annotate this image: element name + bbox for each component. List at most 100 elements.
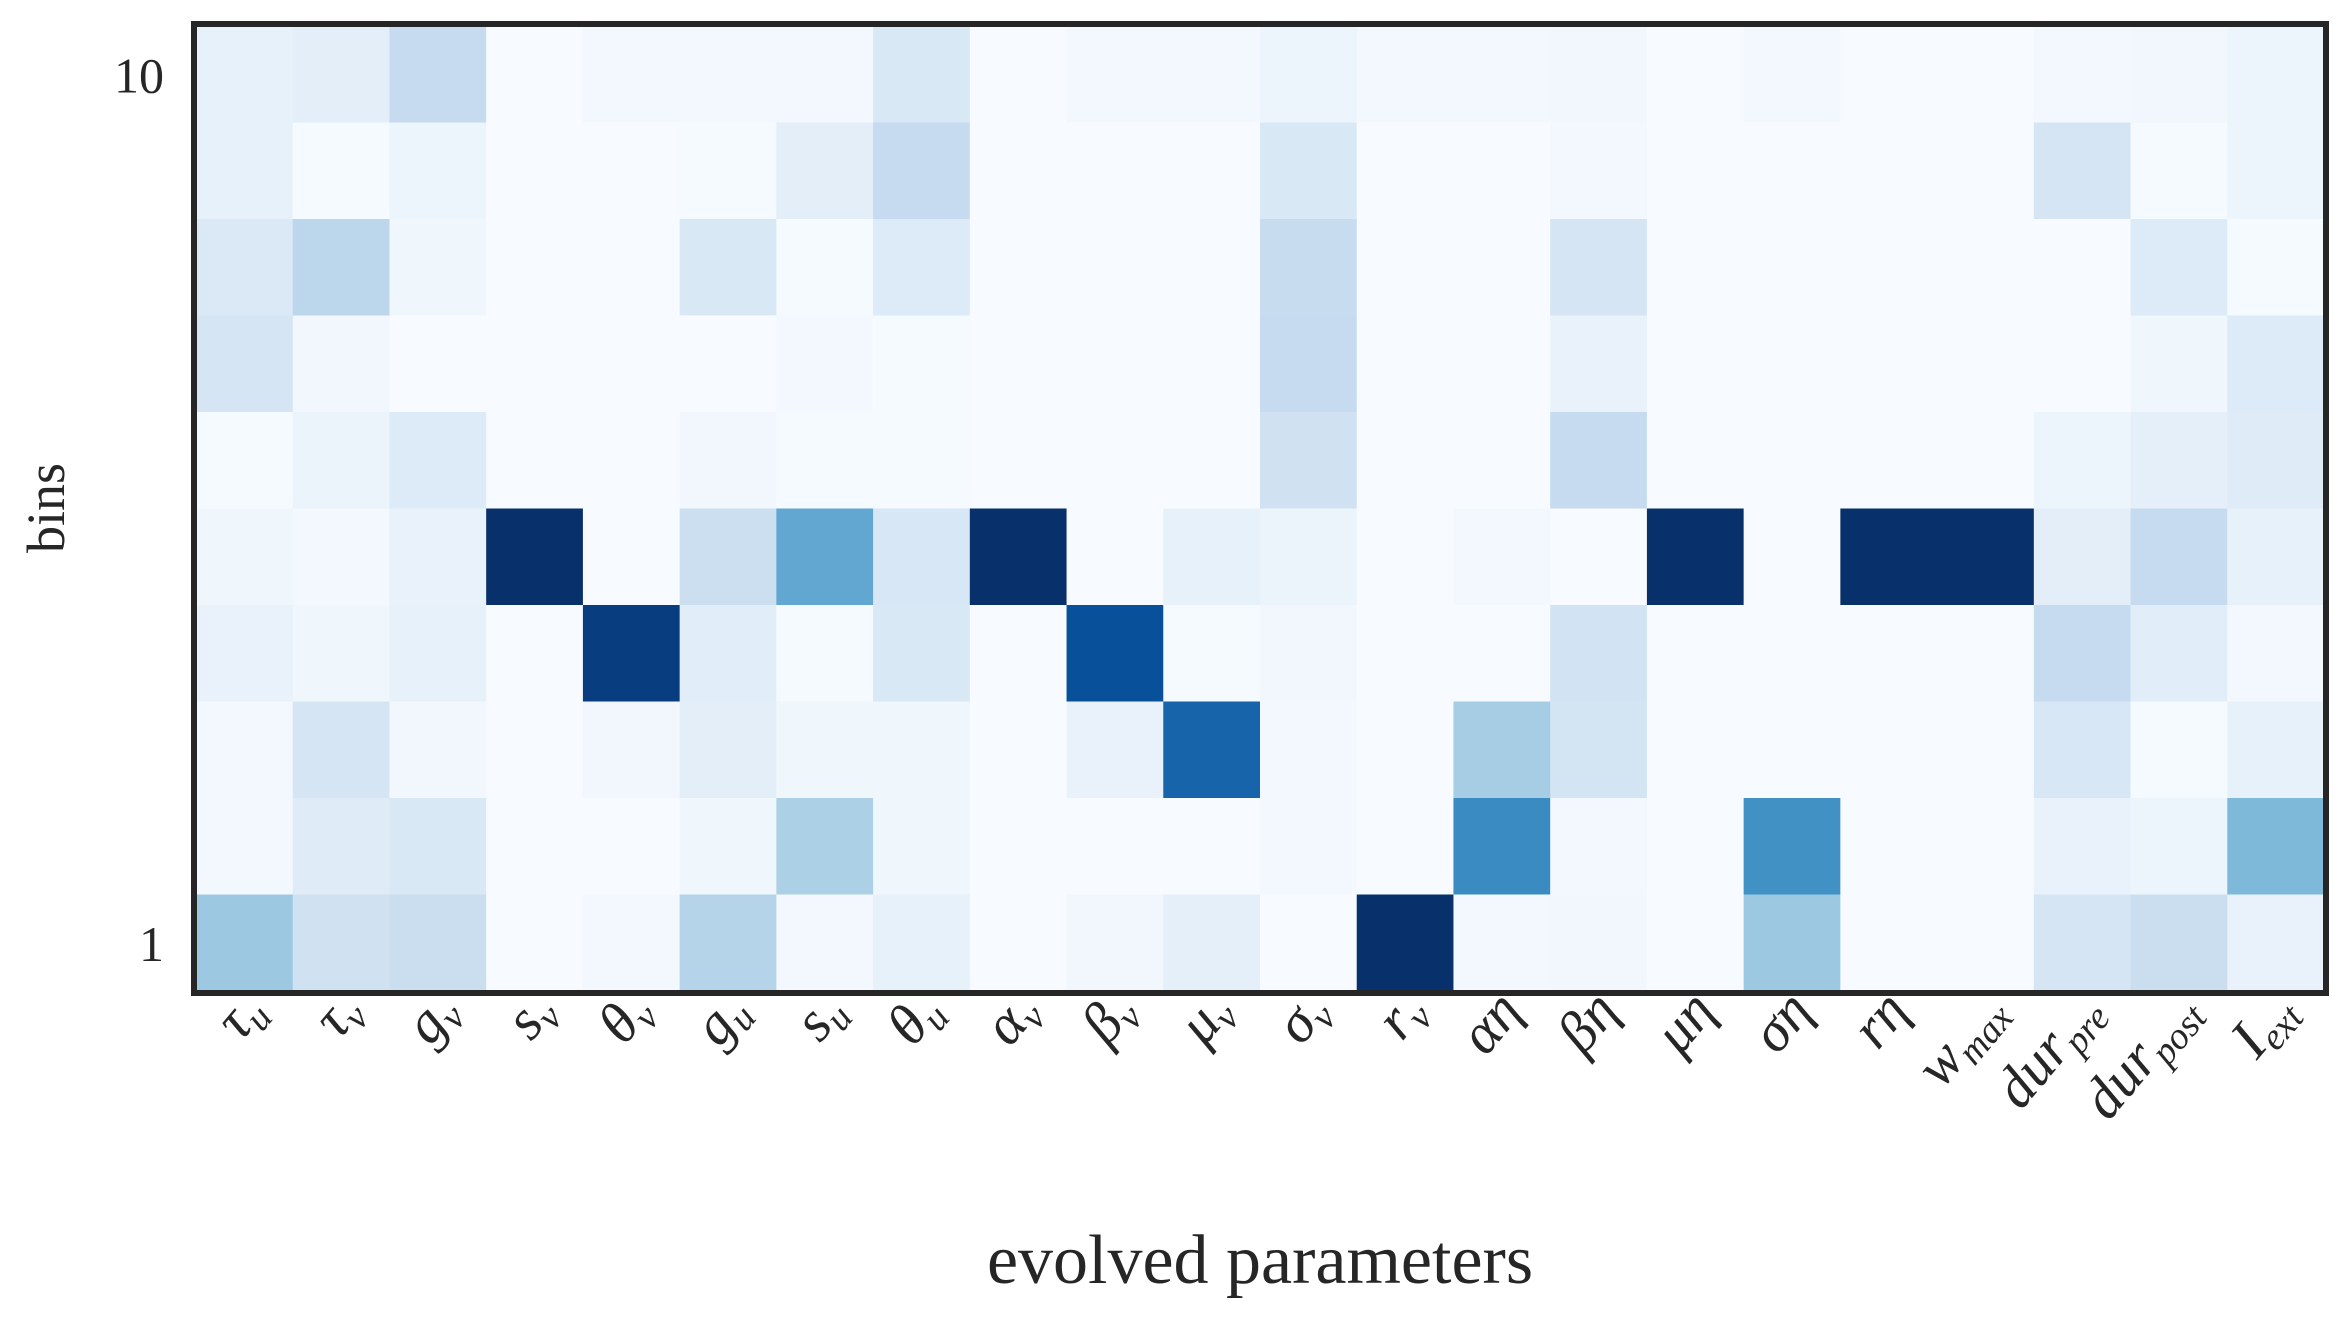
heatmap-cell — [679, 219, 777, 317]
heatmap-cell — [196, 605, 294, 703]
heatmap-cell — [1550, 219, 1648, 317]
heatmap-cell — [389, 26, 487, 124]
heatmap-cell — [1163, 315, 1261, 413]
heatmap-cell — [1356, 894, 1455, 992]
heatmap-cell — [1163, 894, 1261, 992]
heatmap-cell — [292, 315, 391, 413]
heatmap-cell — [679, 894, 777, 992]
heatmap-cell — [582, 122, 681, 220]
heatmap-cell — [1453, 122, 1551, 220]
heatmap-cell — [2130, 122, 2228, 220]
heatmap-cell — [969, 508, 1068, 606]
heatmap-cell — [873, 315, 971, 413]
heatmap-cell — [1646, 315, 1745, 413]
heatmap-cell — [1840, 412, 1938, 510]
plot-frame — [191, 21, 2329, 996]
heatmap-cell — [1356, 219, 1455, 317]
heatmap-cell — [1646, 508, 1745, 606]
heatmap-cell — [1840, 701, 1938, 799]
heatmap-cell — [2033, 508, 2132, 606]
heatmap-cell — [1937, 508, 2035, 606]
heatmap-cell — [679, 315, 777, 413]
heatmap-cell — [1550, 412, 1648, 510]
heatmap-cell — [2033, 219, 2132, 317]
heatmap-cell — [1646, 701, 1745, 799]
heatmap-cell — [2130, 26, 2228, 124]
heatmap-cell — [1743, 122, 1841, 220]
heatmap-cell — [2227, 219, 2325, 317]
heatmap-cell — [1453, 315, 1551, 413]
heatmap-cell — [1646, 122, 1745, 220]
heatmap-cell — [486, 122, 584, 220]
heatmap-cell — [1260, 219, 1358, 317]
heatmap-cell — [1550, 701, 1648, 799]
heatmap-cell — [2130, 508, 2228, 606]
heatmap-cell — [1260, 894, 1358, 992]
heatmap-cell — [2227, 508, 2325, 606]
heatmap-cell — [1840, 894, 1938, 992]
heatmap-cell — [2227, 122, 2325, 220]
heatmap-cell — [486, 315, 584, 413]
heatmap-cell — [2227, 798, 2325, 896]
heatmap-cell — [292, 605, 391, 703]
heatmap-cell — [486, 798, 584, 896]
heatmap-cell — [389, 798, 487, 896]
y-tick-label: 1 — [139, 916, 164, 972]
heatmap-cell — [196, 315, 294, 413]
heatmap-cell — [776, 798, 874, 896]
heatmap-cell — [1453, 798, 1551, 896]
heatmap-cell — [873, 219, 971, 317]
heatmap-cell — [2130, 798, 2228, 896]
heatmap-cell — [1066, 219, 1164, 317]
heatmap-cell — [1163, 412, 1261, 510]
heatmap-cell — [1937, 315, 2035, 413]
heatmap-cell — [582, 508, 681, 606]
heatmap-cell — [2033, 894, 2132, 992]
heatmap-cell — [582, 798, 681, 896]
x-axis-label: evolved parameters — [987, 1222, 1533, 1299]
heatmap-cell — [1453, 219, 1551, 317]
heatmap-cell — [1163, 798, 1261, 896]
heatmap-cell — [486, 605, 584, 703]
heatmap-cell — [1163, 605, 1261, 703]
heatmap-cell — [196, 508, 294, 606]
heatmap-cell — [389, 315, 487, 413]
heatmap-cell — [1260, 412, 1358, 510]
heatmap-cell — [1937, 798, 2035, 896]
heatmap-cell — [873, 412, 971, 510]
heatmap-cell — [2130, 219, 2228, 317]
heatmap-cell — [1937, 894, 2035, 992]
heatmap-cell — [1163, 701, 1261, 799]
heatmap-cell — [1163, 219, 1261, 317]
heatmap-cell — [1937, 219, 2035, 317]
heatmap-cell — [486, 26, 584, 124]
heatmap-cell — [389, 508, 487, 606]
heatmap-cell — [969, 219, 1068, 317]
heatmap-cell — [582, 219, 681, 317]
heatmap-cell — [776, 605, 874, 703]
heatmap-cell — [1453, 605, 1551, 703]
heatmap-cell — [969, 26, 1068, 124]
heatmap-cell — [873, 605, 971, 703]
heatmap-cell — [1840, 798, 1938, 896]
heatmap-cell — [1937, 701, 2035, 799]
heatmap-cell — [1066, 798, 1164, 896]
heatmap-cell — [486, 508, 584, 606]
heatmap-cell — [1550, 605, 1648, 703]
heatmap-cell — [873, 894, 971, 992]
heatmap-cell — [873, 701, 971, 799]
heatmap-cell — [1743, 605, 1841, 703]
heatmap-cell — [582, 894, 681, 992]
heatmap-cell — [1260, 798, 1358, 896]
heatmap-cell — [1356, 798, 1455, 896]
heatmap-cell — [1066, 26, 1164, 124]
heatmap-cell — [292, 219, 391, 317]
heatmap-cell — [1646, 219, 1745, 317]
heatmap-cell — [2227, 894, 2325, 992]
heatmap-cell — [1453, 508, 1551, 606]
heatmap-cell — [776, 219, 874, 317]
heatmap-cell — [2130, 894, 2228, 992]
heatmap-cell — [1550, 315, 1648, 413]
heatmap-cell — [1260, 701, 1358, 799]
heatmap-cell — [1260, 605, 1358, 703]
